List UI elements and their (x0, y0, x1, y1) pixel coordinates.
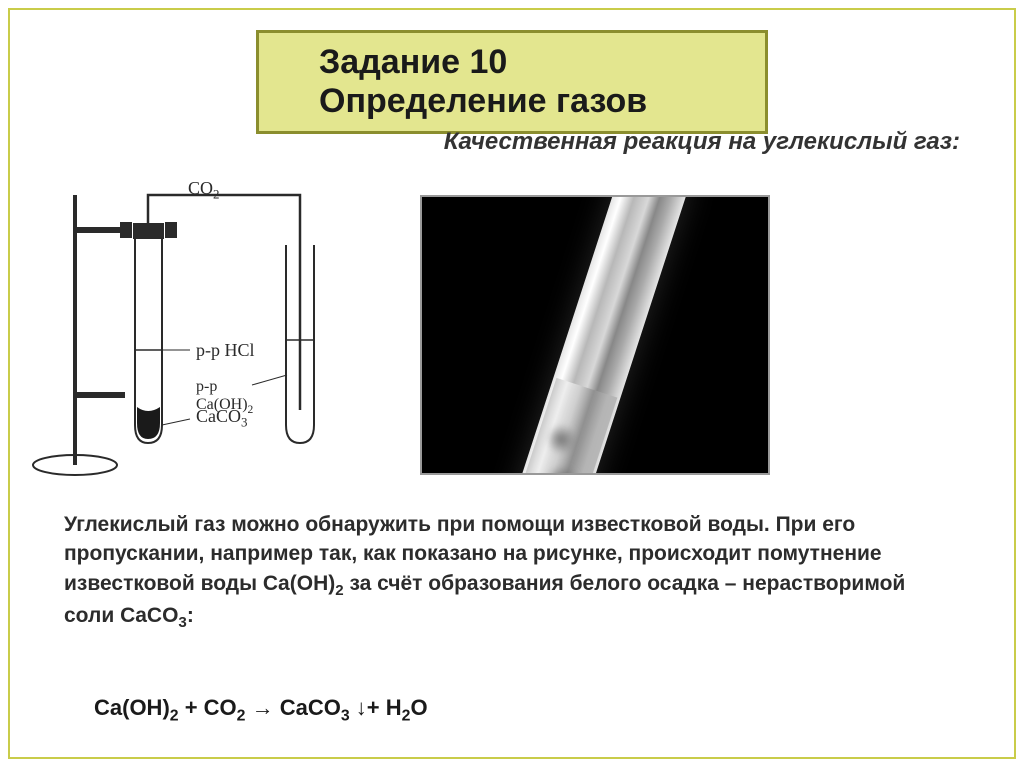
label-caoh2: р-р Ca(OH)2 (196, 378, 253, 416)
subtitle-text: Качественная реакция на углекислый газ: (444, 128, 960, 155)
description-text: Углекислый газ можно обнаружить при помо… (64, 510, 960, 634)
chemical-equation: Ca(OH)2 + CO2 → CaCO3 ↓+ H2O (94, 695, 428, 725)
subtitle: Качественная реакция на углекислый газ: (444, 128, 960, 156)
slide-title: Задание 10 Определение газов (256, 30, 768, 134)
reaction-photo (420, 195, 770, 475)
title-text: Задание 10 Определение газов (319, 43, 647, 120)
label-hcl: р-р HCl (196, 340, 255, 361)
test-tube-photo (495, 195, 691, 475)
label-co2: CO2 (188, 178, 220, 203)
apparatus-diagram (20, 175, 380, 485)
